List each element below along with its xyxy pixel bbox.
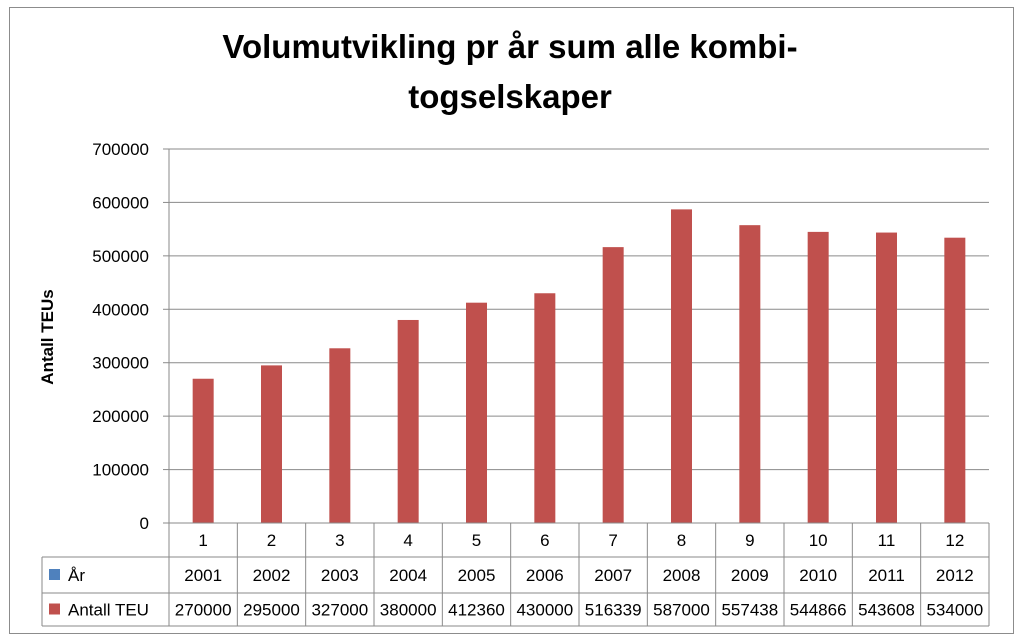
y-tick-label: 400000 <box>92 300 149 319</box>
legend-key <box>49 569 60 580</box>
x-tick-label: 10 <box>809 531 828 550</box>
table-cell: 2003 <box>321 566 359 585</box>
table-cell: 430000 <box>516 601 573 620</box>
bar <box>466 302 487 523</box>
x-tick-label: 4 <box>403 531 412 550</box>
bar <box>807 231 829 524</box>
x-tick-label: 7 <box>608 531 617 550</box>
table-cell: 534000 <box>926 601 983 620</box>
y-tick-label: 600000 <box>92 193 149 212</box>
bar <box>329 348 351 523</box>
legend-label: Antall TEU <box>68 601 149 620</box>
y-tick-label: 300000 <box>92 354 149 373</box>
table-cell: 412360 <box>448 601 505 620</box>
table-cell: 380000 <box>380 601 437 620</box>
table-cell: 2010 <box>799 566 837 585</box>
table-cell: 327000 <box>311 601 368 620</box>
y-tick-label: 100000 <box>92 461 149 480</box>
table-cell: 543608 <box>858 601 915 620</box>
table-cell: 587000 <box>653 601 710 620</box>
bar <box>397 319 419 523</box>
bar <box>876 232 897 523</box>
table-cell: 2002 <box>253 566 291 585</box>
y-tick-label: 700000 <box>92 140 149 159</box>
x-tick-label: 12 <box>945 531 964 550</box>
table-cell: 2009 <box>731 566 769 585</box>
x-tick-label: 8 <box>677 531 686 550</box>
table-cell: 270000 <box>175 601 232 620</box>
x-tick-label: 2 <box>267 531 276 550</box>
x-tick-label: 9 <box>745 531 754 550</box>
legend-label: År <box>68 566 85 585</box>
table-cell: 2007 <box>594 566 632 585</box>
table-cell: 2012 <box>936 566 974 585</box>
table-cell: 557438 <box>721 601 778 620</box>
bar <box>739 225 761 524</box>
y-tick-label: 0 <box>140 514 149 533</box>
table-cell: 2005 <box>458 566 496 585</box>
y-tick-label: 500000 <box>92 247 149 266</box>
bar <box>261 365 282 523</box>
chart-title: Volumutvikling pr år sum alle kombi- tog… <box>222 28 798 115</box>
bar <box>671 209 692 524</box>
bar <box>944 237 966 524</box>
legend-key <box>49 603 60 615</box>
table-cell: 295000 <box>243 601 300 620</box>
bar <box>602 247 624 523</box>
x-tick-label: 6 <box>540 531 549 550</box>
x-tick-label: 3 <box>335 531 344 550</box>
table-cell: 2004 <box>389 566 427 585</box>
table-cell: 516339 <box>585 601 642 620</box>
bar <box>534 293 556 523</box>
x-tick-label: 11 <box>878 531 896 550</box>
table-cell: 2011 <box>868 566 905 585</box>
x-tick-label: 1 <box>198 531 207 550</box>
x-tick-label: 5 <box>472 531 481 550</box>
table-cell: 544866 <box>790 601 847 620</box>
table-cell: 2001 <box>184 566 222 585</box>
chart-frame <box>9 7 1014 634</box>
table-cell: 2008 <box>663 566 701 585</box>
y-tick-label: 200000 <box>92 407 149 426</box>
table-cell: 2006 <box>526 566 564 585</box>
bar <box>192 378 214 523</box>
